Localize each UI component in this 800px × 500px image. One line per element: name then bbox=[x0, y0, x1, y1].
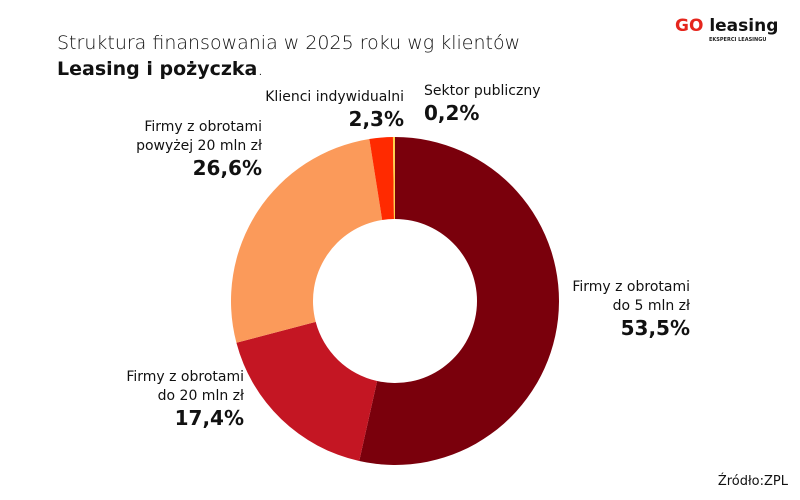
slice-label-0: Firmy z obrotami do 5 mln zł 53,5% bbox=[572, 278, 690, 340]
logo-go: GO bbox=[675, 16, 704, 36]
chart-title: Struktura finansowania w 2025 roku wg kl… bbox=[57, 32, 521, 54]
slice-label-2: Firmy z obrotami powyżej 20 mln zł 26,6% bbox=[136, 118, 262, 180]
subtitle-bold: Leasing i pożyczka bbox=[57, 58, 258, 80]
donut-slice-3 bbox=[369, 137, 394, 221]
subtitle-dot: . bbox=[257, 58, 264, 80]
value-label: 17,4% bbox=[174, 406, 244, 430]
source-note: Źródło:ZPL bbox=[717, 474, 788, 489]
label-line1: Firmy z obrotami bbox=[572, 279, 690, 295]
donut-slice-0 bbox=[359, 137, 559, 465]
chart-subtitle: Leasing i pożyczka. bbox=[57, 58, 263, 80]
label-line2: powyżej 20 mln zł bbox=[136, 138, 262, 154]
donut-slice-4 bbox=[392, 137, 395, 220]
logo-leasing: leasing bbox=[709, 16, 779, 36]
value-label: 2,3% bbox=[348, 107, 404, 131]
slice-label-4: Sektor publiczny 0,2% bbox=[424, 82, 541, 125]
label-line1: Sektor publiczny bbox=[424, 83, 541, 99]
donut-slice-2 bbox=[231, 139, 383, 343]
value-label: 26,6% bbox=[192, 156, 262, 180]
logo-tagline: EKSPERCI LEASINGU bbox=[709, 37, 767, 43]
label-line1: Firmy z obrotami bbox=[126, 369, 244, 385]
label-line1: Firmy z obrotami bbox=[144, 119, 262, 135]
value-label: 53,5% bbox=[620, 316, 690, 340]
donut-slice-1 bbox=[236, 321, 378, 462]
label-line2: do 20 mln zł bbox=[157, 388, 244, 404]
goleasing-logo: GO leasing EKSPERCI LEASINGU bbox=[675, 16, 778, 44]
slice-label-3: Klienci indywidualni 2,3% bbox=[265, 88, 404, 131]
logo-wordmark: GO leasing bbox=[675, 16, 778, 36]
label-line1: Klienci indywidualni bbox=[265, 89, 404, 105]
value-label: 0,2% bbox=[424, 101, 480, 125]
label-line2: do 5 mln zł bbox=[612, 298, 690, 314]
slice-label-1: Firmy z obrotami do 20 mln zł 17,4% bbox=[126, 368, 244, 430]
